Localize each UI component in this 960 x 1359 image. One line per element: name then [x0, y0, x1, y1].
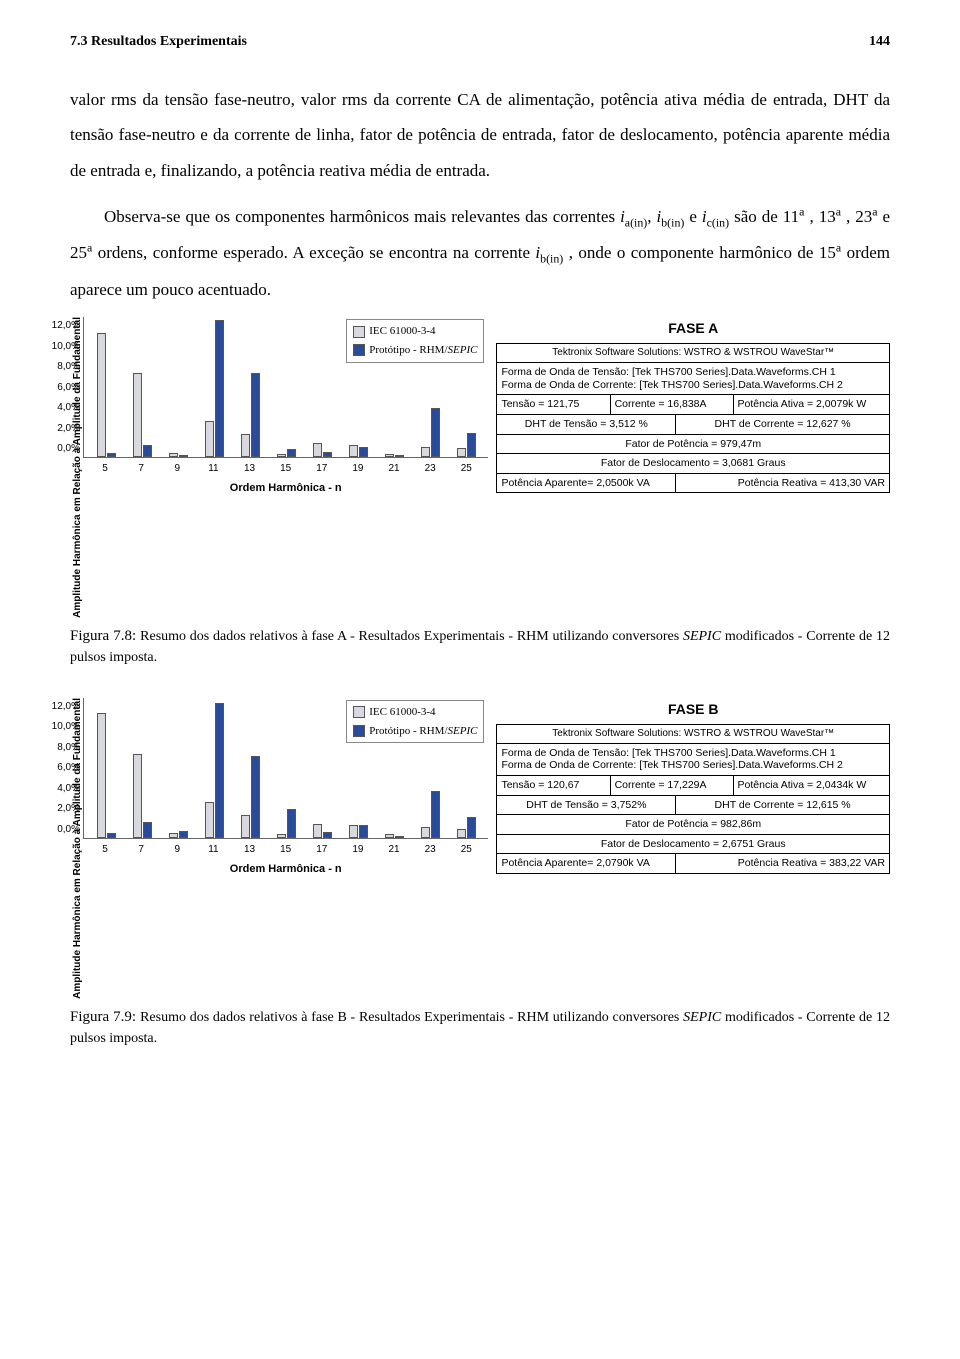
bar-group [88, 317, 124, 457]
phase-b-title: FASE B [496, 698, 890, 722]
bar-group [268, 698, 304, 838]
info-panel-b: FASE B Tektronix Software Solutions: WST… [496, 698, 890, 874]
bar-group [232, 698, 268, 838]
bar-group [124, 317, 160, 457]
page-number: 144 [869, 30, 890, 54]
bar-group [160, 698, 196, 838]
bar-group [88, 698, 124, 838]
x-axis-label: Ordem Harmônica - n [83, 479, 488, 498]
caption-7-8: Figura 7.8: Resumo dos dados relativos à… [70, 626, 890, 668]
chart-legend: IEC 61000-3-4 Protótipo - RHM/SEPIC [346, 700, 484, 743]
bar-group [304, 698, 340, 838]
bar-group [196, 698, 232, 838]
section-title: 7.3 Resultados Experimentais [70, 30, 247, 54]
bar-group [124, 698, 160, 838]
chart-phase-a: Amplitude Harmônica em Relação à Amplitu… [70, 317, 488, 618]
x-tick-labels: 5791113151719212325 [83, 458, 488, 477]
panel-table-b: Tektronix Software Solutions: WSTRO & WS… [496, 724, 890, 874]
bar-group [232, 317, 268, 457]
caption-7-9: Figura 7.9: Resumo dos dados relativos à… [70, 1007, 890, 1049]
figure-7-8: Amplitude Harmônica em Relação à Amplitu… [70, 317, 890, 618]
paragraph-1: valor rms da tensão fase-neutro, valor r… [70, 82, 890, 189]
bar-group [160, 317, 196, 457]
x-tick-labels: 5791113151719212325 [83, 839, 488, 858]
chart-phase-b: Amplitude Harmônica em Relação à Amplitu… [70, 698, 488, 999]
x-axis-label: Ordem Harmônica - n [83, 860, 488, 879]
figure-7-9: Amplitude Harmônica em Relação à Amplitu… [70, 698, 890, 999]
chart-legend: IEC 61000-3-4 Protótipo - RHM/SEPIC [346, 319, 484, 362]
y-tick-labels: 0,0%2,0%4,0%6,0%8,0%10,0%12,0% [40, 317, 80, 457]
page-header: 7.3 Resultados Experimentais 144 [70, 30, 890, 54]
bar-group [268, 317, 304, 457]
bar-group [196, 317, 232, 457]
paragraph-2: Observa-se que os componentes harmônicos… [70, 199, 890, 307]
bar-group [304, 317, 340, 457]
phase-a-title: FASE A [496, 317, 890, 341]
y-tick-labels: 0,0%2,0%4,0%6,0%8,0%10,0%12,0% [40, 698, 80, 838]
panel-table-a: Tektronix Software Solutions: WSTRO & WS… [496, 343, 890, 493]
info-panel-a: FASE A Tektronix Software Solutions: WST… [496, 317, 890, 493]
